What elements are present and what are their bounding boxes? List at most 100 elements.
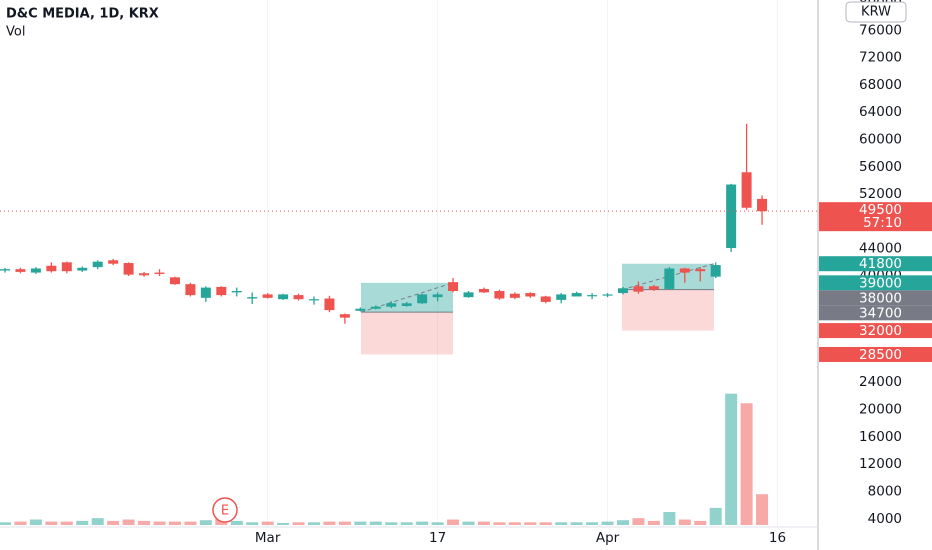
candle-body bbox=[247, 297, 258, 299]
earnings-circle[interactable] bbox=[212, 497, 238, 523]
volume-bar bbox=[400, 522, 413, 525]
price-label-box bbox=[819, 275, 932, 291]
candle-body bbox=[216, 286, 227, 296]
currency-button-box[interactable] bbox=[845, 1, 907, 23]
volume-bar bbox=[246, 522, 259, 525]
candle-body bbox=[92, 261, 103, 268]
volume-bar bbox=[586, 522, 599, 525]
y-tick-label: 52000 bbox=[859, 186, 902, 202]
currency-label[interactable]: KRW bbox=[861, 5, 891, 20]
volume-bar bbox=[617, 520, 629, 525]
candle-body bbox=[757, 198, 768, 212]
volume-title: Vol bbox=[6, 25, 25, 40]
volume-bar bbox=[199, 520, 212, 525]
volume-bar bbox=[663, 512, 676, 525]
volume-tick-label: 20000 bbox=[859, 401, 902, 417]
volume-bar bbox=[462, 521, 475, 525]
candle-body bbox=[509, 293, 520, 298]
volume-bar bbox=[60, 521, 73, 525]
candle-body bbox=[726, 184, 737, 249]
candle-body bbox=[648, 286, 659, 290]
candle-body bbox=[46, 265, 57, 272]
volume-bar bbox=[230, 520, 243, 525]
volume-bar bbox=[678, 519, 691, 525]
volume-bar bbox=[292, 522, 305, 525]
volume-bar bbox=[153, 521, 166, 525]
volume-bar bbox=[416, 521, 429, 525]
volume-bar bbox=[570, 522, 583, 525]
volume-bar bbox=[539, 522, 552, 525]
earnings-label[interactable]: E bbox=[221, 504, 229, 519]
candle-body bbox=[602, 294, 613, 296]
candle-body bbox=[108, 260, 119, 264]
volume-bar bbox=[647, 520, 660, 525]
x-tick-label: Apr bbox=[596, 530, 620, 546]
y-tick-label: 44000 bbox=[859, 241, 902, 257]
candle-body bbox=[370, 306, 381, 309]
candle-body bbox=[278, 294, 289, 300]
candle-body bbox=[710, 265, 721, 277]
volume-bar bbox=[354, 521, 367, 525]
volume-bar bbox=[138, 520, 151, 525]
candle-body bbox=[463, 292, 474, 298]
candle-body bbox=[540, 296, 551, 302]
candle-body bbox=[417, 294, 428, 304]
price-label-box bbox=[819, 346, 932, 362]
candle-body bbox=[61, 262, 72, 272]
candle-body bbox=[741, 172, 752, 208]
volume-bar bbox=[431, 522, 444, 525]
candle-body bbox=[525, 293, 536, 297]
volume-bar bbox=[725, 393, 738, 525]
axis-background bbox=[818, 0, 932, 550]
volume-bar bbox=[338, 521, 351, 525]
currency-button[interactable]: KRW bbox=[845, 1, 907, 23]
candle-body bbox=[432, 294, 443, 298]
volume-bar bbox=[385, 522, 398, 525]
position-path bbox=[621, 263, 715, 291]
volume-bar bbox=[91, 518, 104, 525]
volume-bar bbox=[107, 520, 120, 525]
volume-bar bbox=[308, 522, 320, 525]
plot-area bbox=[0, 0, 818, 527]
volume-bar bbox=[369, 521, 382, 525]
volume-tick-label: 24000 bbox=[859, 374, 902, 390]
candle-body bbox=[556, 294, 567, 300]
volume-bar bbox=[524, 522, 537, 525]
last-price-box bbox=[819, 202, 932, 232]
volume-bar bbox=[184, 521, 197, 525]
candle-body bbox=[0, 269, 10, 271]
volume-bar bbox=[477, 521, 490, 525]
last-price-label: 49500 bbox=[859, 202, 902, 218]
volume-bar bbox=[29, 519, 42, 525]
candle-body bbox=[386, 303, 397, 307]
volume-bar bbox=[756, 494, 769, 525]
candle-body bbox=[309, 299, 319, 301]
volume-bar bbox=[45, 521, 58, 525]
candle-body bbox=[448, 282, 459, 292]
price-axis: 4000044000480005200056000600006400068000… bbox=[817, 0, 932, 550]
position-loss-zone bbox=[361, 312, 453, 355]
price-label: 34700 bbox=[859, 305, 902, 321]
countdown-label: 57:10 bbox=[863, 215, 902, 231]
price-label: 41800 bbox=[859, 256, 902, 272]
volume-bar bbox=[261, 521, 274, 525]
position-loss-zone bbox=[622, 289, 714, 331]
y-tick-label: 64000 bbox=[859, 104, 902, 120]
volume-bar bbox=[632, 518, 645, 525]
volume-bar bbox=[709, 507, 722, 525]
candle-body bbox=[154, 272, 165, 274]
volume-bar bbox=[277, 522, 290, 525]
x-tick-label: Mar bbox=[255, 530, 281, 546]
volume-bar bbox=[493, 522, 506, 525]
volume-bar bbox=[740, 403, 753, 525]
candle-body bbox=[664, 268, 675, 289]
volume-bar bbox=[555, 522, 568, 525]
earnings-marker[interactable]: E bbox=[212, 497, 238, 523]
candle-body bbox=[77, 267, 88, 271]
candle-body bbox=[587, 295, 598, 297]
candle-body bbox=[679, 268, 690, 273]
candle-body bbox=[339, 314, 350, 318]
y-tick-label: 72000 bbox=[859, 50, 902, 66]
